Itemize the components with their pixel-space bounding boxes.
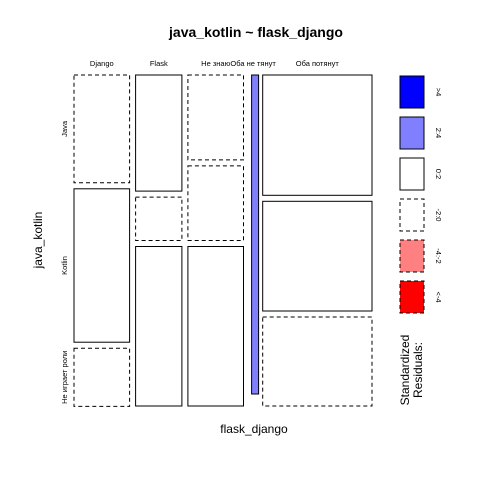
legend-swatch-4 [399,239,425,273]
tile-flask-java [135,74,183,192]
tile-item-4-item-2 [262,316,373,407]
legend-swatch-5 [399,280,425,314]
y-axis-title: java_kotlin [31,212,45,270]
legend-label-1: 2:4 [434,128,443,138]
column-label-item-4: Оба потянут [296,59,340,68]
legend-swatch-2 [399,157,425,191]
legend: >4 2:4 0:2 -2:0 -4:-2 <-4 [399,75,443,314]
column-labels: Django Flask Не знаю Оба не тянут Оба потяну… [90,59,340,68]
legend-title-line-2: Residuals: [411,342,425,398]
chart-title: java_kotlin ~ flask_django [168,24,343,40]
column-label-item-2: Не знаю [201,59,230,68]
legend-title-line-1: Standardized [398,335,412,406]
tile-django-kotlin [73,188,131,343]
tile-flask-kotlin [135,196,183,242]
tile-item-4-java [262,74,373,196]
tile-item-4-kotlin [262,200,373,312]
legend-swatch-0 [399,75,425,109]
legend-swatch-3 [399,198,425,232]
legend-label-0: >4 [434,88,443,97]
column-label-flask: Flask [150,59,168,68]
tile-item-2-java [187,74,244,161]
mosaic-tiles [73,74,373,407]
tile-item-2-item-2 [187,246,244,407]
tile-django-item-2 [73,347,131,407]
column-label-django: Django [90,59,114,68]
legend-label-5: <-4 [434,291,443,302]
tile-django-java [73,74,131,184]
legend-label-4: -4:-2 [434,248,443,263]
tile-item-2-kotlin [187,165,244,241]
legend-swatch-1 [399,116,425,150]
x-axis-title: flask_django [220,422,288,436]
row-label-kotlin: Kotlin [60,256,69,275]
tile-item-3-kotlin [251,74,260,395]
column-label-item-3: Оба не тянут [230,59,276,68]
row-label-java: Java [60,120,69,137]
row-labels: Java Kotlin Не играет роли [60,120,69,404]
tile-flask-item-2 [135,246,183,407]
row-label-item-2: Не играет роли [60,351,69,404]
legend-label-3: -2:0 [434,209,443,222]
legend-label-2: 0:2 [434,169,443,179]
